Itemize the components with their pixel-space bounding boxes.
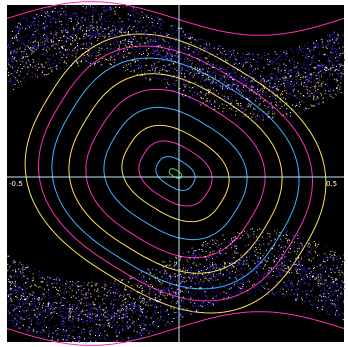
orbit-ring-5 <box>85 88 266 259</box>
orbit-ring-8 <box>37 45 314 302</box>
orbit-layer <box>6 1 345 346</box>
orbit-ring-2 <box>138 140 213 207</box>
chaotic-band-13 <box>7 228 345 323</box>
chaotic-band-12 <box>7 25 345 121</box>
wave-orbit-14 <box>6 1 345 36</box>
orbit-ring-3 <box>121 124 230 223</box>
plot-background <box>7 5 344 342</box>
orbit-ring-6 <box>68 73 283 274</box>
x-tick-label-max: 0.5 <box>326 180 337 188</box>
orbit-ring-0 <box>168 168 183 179</box>
x-tick-label-min: -0.5 <box>9 180 23 188</box>
wave-orbit-15 <box>6 311 345 346</box>
axes-layer: -0.5 0.5 <box>7 5 344 342</box>
orbit-ring-4 <box>103 106 248 241</box>
